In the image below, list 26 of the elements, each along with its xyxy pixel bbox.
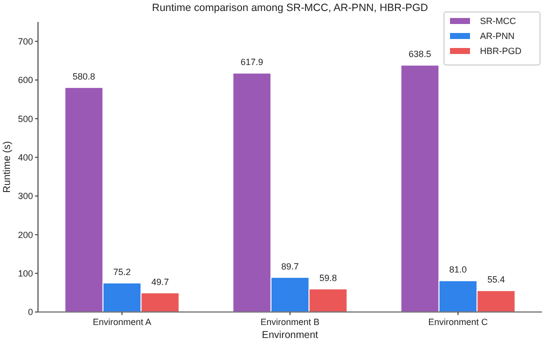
y-axis-title: Runtime (s)	[2, 141, 13, 193]
data-label: 75.2	[113, 266, 131, 277]
legend-label: AR-PNN	[480, 31, 515, 42]
data-label: 59.8	[319, 272, 337, 283]
y-tick-label: 600	[18, 75, 33, 86]
y-tick-label: 0	[28, 307, 33, 318]
x-tick-label: Environment C	[428, 317, 488, 327]
y-tick-label: 400	[18, 152, 33, 162]
data-label: 580.8	[72, 71, 96, 82]
y-tick-label: 200	[18, 230, 33, 240]
data-label: 81.0	[449, 264, 467, 275]
legend-label: HBR-PGD	[480, 46, 522, 56]
data-label: 49.7	[151, 276, 169, 287]
x-axis-title: Environment	[262, 330, 318, 341]
data-label: 89.7	[281, 261, 299, 272]
chart-title: Runtime comparison among SR-MCC, AR-PNN, HBR-PGD	[152, 2, 428, 14]
y-tick-label: 100	[18, 268, 33, 278]
y-tick-label: 700	[18, 36, 33, 46]
data-label: 638.5	[408, 49, 432, 60]
y-tick-label: 300	[18, 191, 33, 202]
data-label: 617.9	[240, 57, 264, 68]
x-tick-label: Environment A	[92, 317, 152, 327]
x-tick-label: Environment B	[260, 317, 320, 327]
legend-label: SR-MCC	[480, 16, 516, 26]
y-tick-label: 500	[18, 114, 33, 124]
data-label: 55.4	[487, 274, 505, 285]
